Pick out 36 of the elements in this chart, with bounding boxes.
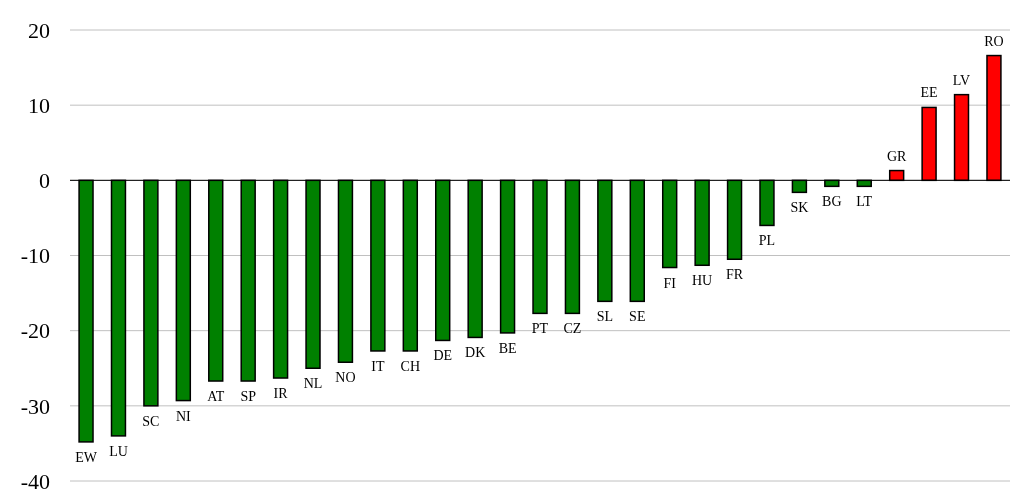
x-tick-label: GR [886, 148, 908, 164]
x-tick-label: DK [465, 345, 486, 361]
x-tick-label: LU [109, 443, 128, 459]
y-tick-label: -10 [20, 243, 50, 269]
x-tick-label: SP [240, 389, 257, 405]
x-tick-label: HU [692, 273, 713, 289]
x-tick-label: EW [75, 449, 98, 465]
x-tick-label: DE [433, 348, 453, 364]
x-tick-label: LV [952, 72, 971, 88]
x-tick-label: SE [629, 309, 646, 325]
x-tick-label: PL [758, 233, 776, 249]
x-tick-label: SC [142, 413, 160, 429]
x-tick-label: BG [822, 194, 842, 210]
x-tick-label: EE [920, 85, 938, 101]
y-tick-label: 10 [28, 92, 50, 118]
x-tick-label: PT [531, 321, 549, 337]
y-tick-label: 20 [28, 17, 50, 43]
x-tick-label: LT [856, 194, 873, 210]
x-tick-label: NI [175, 408, 192, 424]
y-tick-label: 0 [39, 168, 50, 194]
x-tick-label: AT [207, 389, 225, 405]
x-tick-label: NO [335, 370, 356, 386]
x-tick-label: SL [596, 309, 614, 325]
x-tick-label: BE [498, 340, 517, 356]
y-tick-label: -30 [20, 393, 50, 419]
y-tick-label: -20 [20, 318, 50, 344]
x-tick-label: IT [371, 358, 385, 374]
x-tick-label: CZ [563, 321, 582, 337]
x-tick-label: RO [984, 33, 1004, 49]
y-tick-label: -40 [20, 468, 50, 494]
x-tick-label: SK [790, 200, 809, 216]
x-tick-label: FR [725, 267, 744, 283]
x-tick-label: FI [663, 275, 677, 291]
x-tick-label: CH [400, 358, 421, 374]
x-tick-label: NL [303, 376, 323, 392]
x-tick-label: IR [273, 386, 289, 402]
